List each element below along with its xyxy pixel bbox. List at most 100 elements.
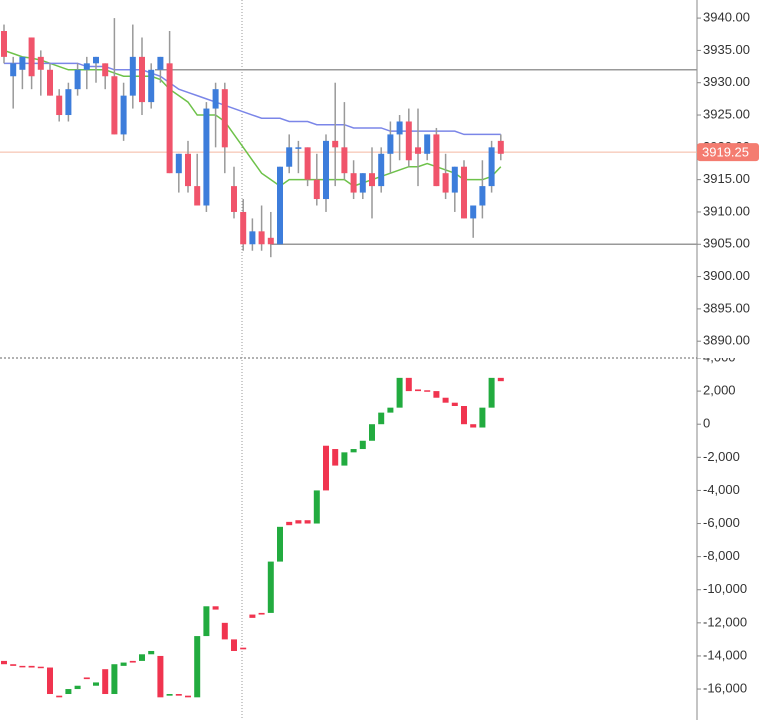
candle-body — [461, 166, 467, 219]
candle-body — [37, 666, 44, 669]
candle-body — [387, 407, 394, 413]
candle-body — [488, 377, 495, 408]
candle-body — [212, 89, 219, 109]
candle-body — [405, 121, 412, 161]
candle-body — [249, 614, 256, 618]
candle-body — [258, 231, 265, 245]
candle-body — [267, 237, 274, 245]
candle-body — [139, 654, 145, 661]
candle-body — [221, 89, 228, 148]
candle-body — [175, 694, 182, 696]
candle-body — [433, 391, 440, 398]
y-tick-label: 3895.00 — [703, 300, 750, 315]
candle-body — [332, 449, 339, 466]
candle-body — [194, 636, 201, 698]
candle-body — [56, 95, 63, 116]
candle-body — [83, 677, 90, 680]
price-panel — [0, 18, 697, 258]
candle-body — [1, 31, 7, 57]
candle-body — [185, 153, 191, 187]
candle-body — [415, 389, 421, 392]
candle-body — [56, 695, 63, 698]
candle-body — [396, 121, 403, 135]
y-tick-label: -8,000 — [703, 548, 740, 563]
candle-body — [175, 153, 182, 174]
candle-body — [277, 526, 283, 562]
candle-body — [203, 606, 210, 637]
y-tick-label: -4,000 — [703, 482, 740, 497]
candle-body — [451, 166, 458, 193]
y-tick-label: 4,000 — [703, 349, 736, 364]
candle-body — [295, 147, 302, 149]
candle-body — [221, 622, 228, 640]
candle-body — [74, 685, 81, 690]
candle-body — [461, 406, 467, 425]
candle-body — [424, 390, 431, 392]
candle-body — [129, 660, 136, 663]
candle-body — [405, 377, 412, 392]
candle-body — [148, 69, 155, 103]
y-tick-label: 3915.00 — [703, 171, 750, 186]
last-price-box — [697, 143, 759, 162]
candle-body — [359, 440, 366, 450]
candle-body — [378, 153, 385, 187]
y-tick-label: 3925.00 — [703, 106, 750, 121]
candle-body — [369, 173, 375, 187]
candle-body — [139, 56, 145, 103]
candle-body — [111, 76, 118, 135]
delta-panel — [1, 377, 504, 698]
candle-body — [93, 682, 99, 686]
y-tick-label: -16,000 — [703, 680, 747, 695]
candle-body — [83, 63, 90, 70]
candle-body — [497, 140, 504, 154]
candle-body — [479, 407, 486, 428]
candle-body — [304, 520, 311, 524]
candle-body — [313, 490, 320, 524]
candle-body — [267, 561, 274, 613]
candle-body — [470, 424, 477, 428]
candle-body — [332, 140, 339, 148]
y-tick-label: 3940.00 — [703, 10, 750, 25]
candle-body — [479, 186, 486, 206]
candle-body — [323, 140, 329, 200]
candle-body — [129, 56, 136, 96]
candle-body — [249, 231, 256, 245]
candle-body — [120, 95, 127, 135]
candle-body — [212, 606, 219, 610]
candle-body — [74, 69, 81, 90]
candle-body — [442, 397, 449, 403]
candle-body — [19, 56, 26, 70]
candle-body — [231, 186, 237, 212]
candle-body — [396, 377, 403, 408]
candle-body — [102, 669, 109, 695]
candle-body — [433, 134, 440, 187]
candle-body — [313, 179, 320, 200]
candle-body — [341, 452, 348, 466]
candle-body — [120, 662, 127, 666]
y-tick-label: 3890.00 — [703, 333, 750, 348]
candle-body — [378, 412, 385, 425]
candle-body — [37, 56, 44, 70]
candle-body — [194, 186, 201, 206]
candle-body — [350, 449, 357, 453]
candle-body — [157, 655, 164, 698]
candle-body — [497, 377, 504, 382]
y-tick-label: 3930.00 — [703, 74, 750, 89]
candle-body — [341, 147, 348, 174]
candle-body — [470, 205, 477, 219]
y-tick-label: 3905.00 — [703, 236, 750, 251]
candle-body — [323, 445, 329, 491]
y-tick-label: -6,000 — [703, 515, 740, 530]
candle-body — [369, 424, 375, 441]
y-tick-label: -10,000 — [703, 581, 747, 596]
candle-body — [415, 147, 421, 154]
y-tick-label: -2,000 — [703, 449, 740, 464]
candle-body — [19, 665, 26, 668]
y-tick-label: 3900.00 — [703, 268, 750, 283]
candle-body — [240, 647, 247, 650]
y-axis: 4,000 2,000 0 -2,000 -4,000 -6,000 -8,000 -10,0… — [697, 349, 747, 695]
candle-body — [10, 63, 17, 77]
candle-body — [203, 108, 210, 206]
candle-body — [93, 56, 99, 64]
